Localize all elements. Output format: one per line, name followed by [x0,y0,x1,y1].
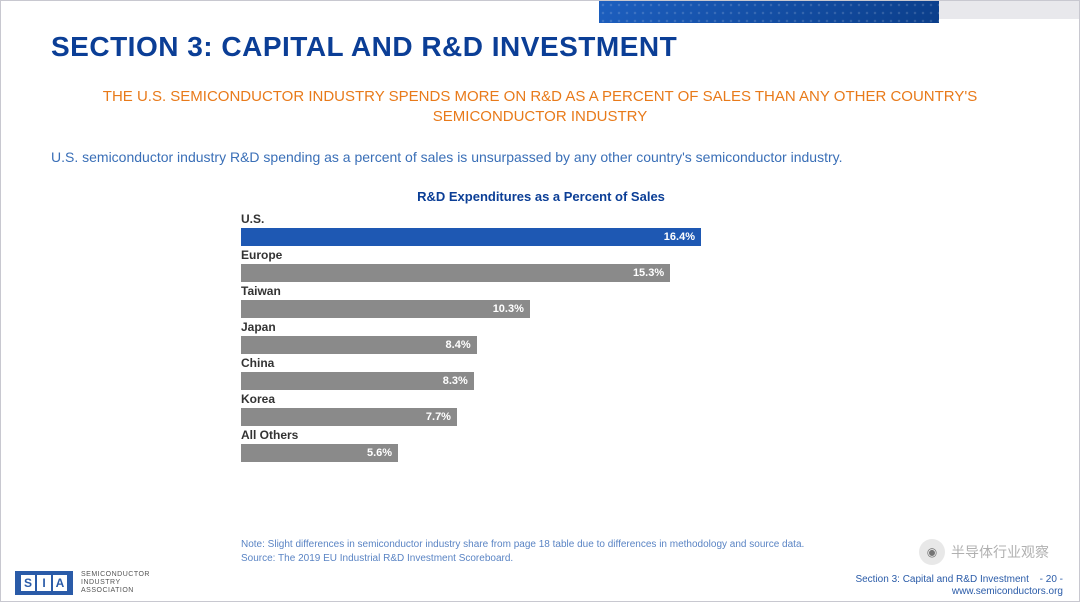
bar-label: U.S. [241,212,841,226]
bars-container: U.S. 16.4% Europe 15.3% Taiwan 10.3% Japan 8.4%… [241,212,841,462]
bar-row: Europe 15.3% [241,248,841,282]
bar-label: Taiwan [241,284,841,298]
bar-value: 15.3% [241,264,670,282]
bar-track: 8.4% [241,336,841,354]
footer: S I A SEMICONDUCTOR INDUSTRY ASSOCIATION… [1,575,1079,601]
source-line: Source: The 2019 EU Industrial R&D Inves… [241,552,804,566]
logo-letter: S [21,575,35,591]
logo-letter: I [37,575,51,591]
bar-track: 15.3% [241,264,841,282]
bar-value: 7.7% [241,408,457,426]
chart-title: R&D Expenditures as a Percent of Sales [241,189,841,204]
logo-text-line: SEMICONDUCTOR [81,571,150,579]
note-line: Note: Slight differences in semiconducto… [241,538,804,552]
footer-logo: S I A SEMICONDUCTOR INDUSTRY ASSOCIATION [15,571,150,595]
bar-value: 8.3% [241,372,474,390]
bar-value: 5.6% [241,444,398,462]
bar-label: Korea [241,392,841,406]
bar-row: Taiwan 10.3% [241,284,841,318]
bar-label: Europe [241,248,841,262]
logo-text-line: INDUSTRY [81,579,150,587]
top-ribbon [599,1,1079,23]
footer-url: www.semiconductors.org [952,586,1063,597]
subheading: THE U.S. SEMICONDUCTOR INDUSTRY SPENDS M… [51,87,1029,128]
logo-box: S I A [15,571,73,595]
slide: SECTION 3: CAPITAL AND R&D INVESTMENT TH… [0,0,1080,602]
watermark-icon: ◉ [919,539,945,565]
bar-value: 10.3% [241,300,530,318]
logo-text-line: ASSOCIATION [81,587,150,595]
watermark-text: 半导体行业观察 [951,542,1049,562]
watermark: ◉ 半导体行业观察 [919,539,1049,565]
ribbon-gray [939,1,1079,19]
bar-label: China [241,356,841,370]
bar-row: Korea 7.7% [241,392,841,426]
bar-label: All Others [241,428,841,442]
bar-track: 7.7% [241,408,841,426]
bar-row: China 8.3% [241,356,841,390]
ribbon-pattern [599,1,939,23]
logo-text: SEMICONDUCTOR INDUSTRY ASSOCIATION [81,571,150,594]
bar-track: 8.3% [241,372,841,390]
bar-row: Japan 8.4% [241,320,841,354]
bar-track: 10.3% [241,300,841,318]
bar-value: 16.4% [241,228,701,246]
logo-letter: A [53,575,67,591]
bar-row: All Others 5.6% [241,428,841,462]
bar-row: U.S. 16.4% [241,212,841,246]
bar-chart: R&D Expenditures as a Percent of Sales U… [241,189,841,464]
footer-breadcrumb: Section 3: Capital and R&D Investment - … [855,574,1063,585]
bar-label: Japan [241,320,841,334]
chart-notes: Note: Slight differences in semiconducto… [241,538,804,565]
breadcrumb-text: Section 3: Capital and R&D Investment [855,574,1028,585]
bar-track: 5.6% [241,444,841,462]
description-text: U.S. semiconductor industry R&D spending… [51,149,1029,165]
bar-track: 16.4% [241,228,841,246]
bar-value: 8.4% [241,336,477,354]
section-title: SECTION 3: CAPITAL AND R&D INVESTMENT [51,31,677,63]
page-number: - 20 - [1040,574,1063,585]
